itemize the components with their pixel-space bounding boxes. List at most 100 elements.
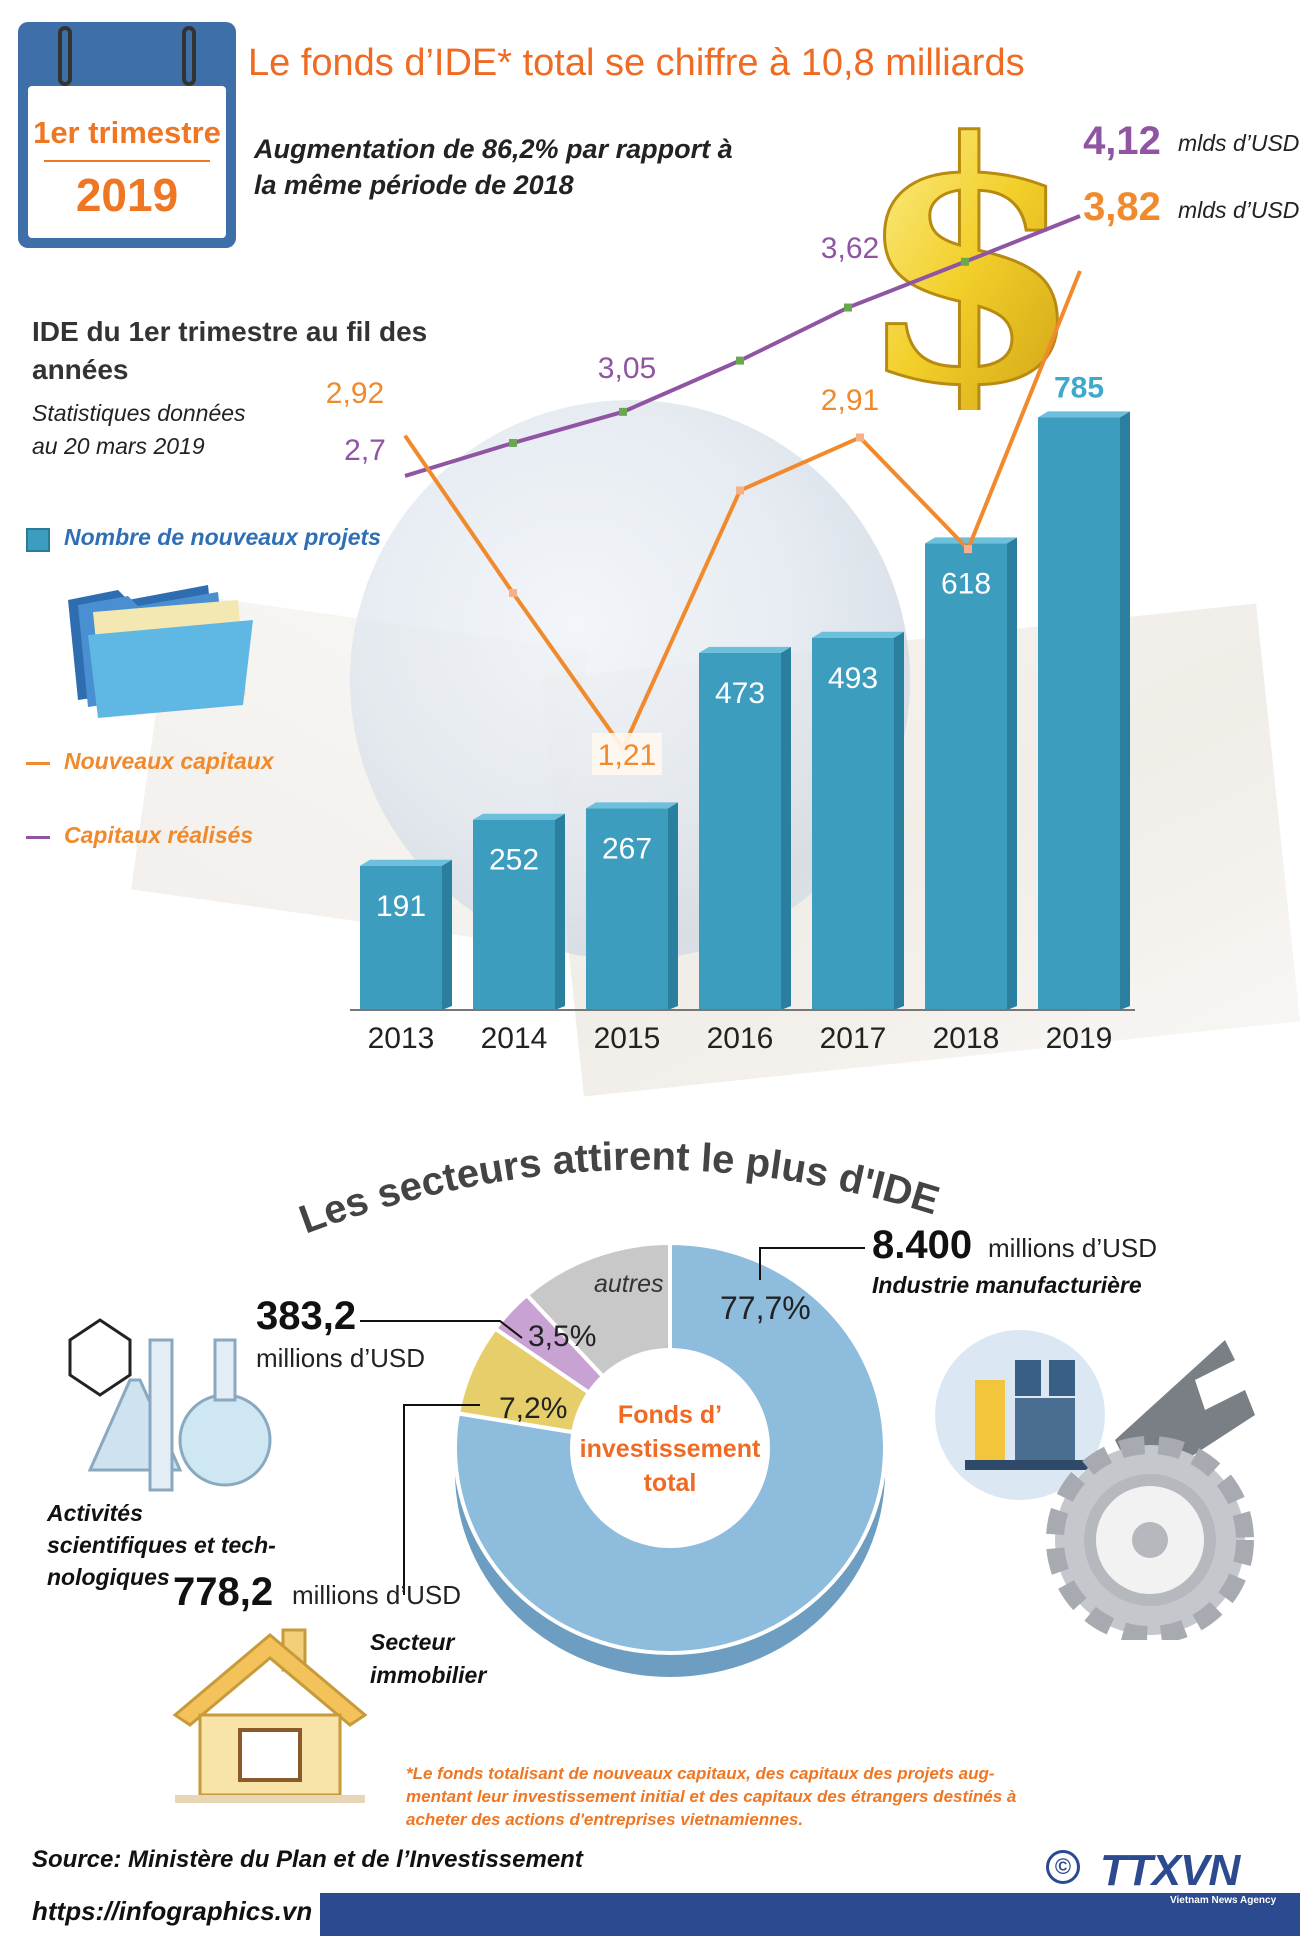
realized-capital-marker <box>509 438 517 447</box>
donut-center-line1: Fonds d’ <box>617 1401 723 1429</box>
bar-body <box>925 543 1007 1010</box>
stats-note-line2: au 20 mars 2019 <box>32 433 205 459</box>
legend-orange-line <box>26 762 50 765</box>
bar-side <box>781 646 791 1010</box>
new-capital-label-bg <box>592 733 662 775</box>
bar-body <box>473 819 555 1010</box>
donut-center-label: Fonds d’ investissement total <box>560 1398 780 1500</box>
bar-side <box>442 859 452 1010</box>
folders-icon <box>68 585 253 718</box>
donut-slice-0 <box>453 1240 887 1655</box>
bar-body <box>1038 417 1120 1010</box>
section-heading-line1: IDE du 1er trimestre au fil des <box>32 316 428 347</box>
ttxvn-logo: TTXVN <box>1100 1846 1240 1895</box>
copyright-icon: © <box>1046 1850 1080 1884</box>
real-estate-unit: millions d’USD <box>292 1580 462 1610</box>
legend-projects: Nombre de nouveaux projets <box>64 524 381 550</box>
science-name-line2: scientifiques et tech- <box>47 1532 276 1558</box>
bar-top <box>812 631 904 638</box>
new-capital-marker <box>964 545 972 554</box>
bar-top <box>699 646 791 653</box>
lab-flasks-icon <box>68 1318 272 1492</box>
realized-capital-line <box>404 214 1081 478</box>
footnote: *Le fonds totalisant de nouveaux capitau… <box>406 1762 1036 1831</box>
bar-2018: 618 <box>925 537 1017 1010</box>
bar-value-label: 252 <box>489 844 539 877</box>
calendar-paper <box>28 86 226 238</box>
bar-value-label: 493 <box>828 662 878 695</box>
footnote-line1: *Le fonds totalisant de nouveaux capitau… <box>406 1764 995 1783</box>
realized-capital-value-label: 3,62 <box>821 232 879 265</box>
realized-capital-marker <box>961 257 969 266</box>
bar-side <box>668 802 678 1010</box>
subtitle-line1: Augmentation de 86,2% par rapport à <box>254 134 733 164</box>
real-estate-name-line1: Secteur <box>370 1629 455 1655</box>
leader-lines <box>360 1247 865 1595</box>
real-estate-name: Secteur immobilier <box>370 1626 486 1692</box>
website-link[interactable]: https://infographics.vn <box>32 1896 313 1926</box>
bar-2015: 267 <box>586 802 678 1010</box>
section-heading-line2: années <box>32 354 129 385</box>
bars-layer: 191 252 267 473 493 618 785 <box>360 371 1130 1010</box>
slice-label-others: autres <box>594 1270 664 1298</box>
calendar-separator <box>44 160 210 162</box>
page-title: Le fonds d’IDE* total se chiffre à 10,8 … <box>248 42 1025 84</box>
science-name: Activités scientifiques et tech- nologiq… <box>47 1497 276 1593</box>
realized-capital-value-label: 2,7 <box>344 434 386 467</box>
realized-capital-marker <box>736 356 744 365</box>
calendar-ring-left <box>58 26 72 86</box>
bar-top <box>586 802 678 809</box>
footnote-line3: acheter des actions d'entreprises vietna… <box>406 1810 804 1829</box>
legend-purple-line <box>26 836 50 839</box>
bar-value-label: 473 <box>715 677 765 710</box>
bar-2019: 785 <box>1038 371 1130 1010</box>
science-name-line1: Activités <box>47 1500 143 1526</box>
bar-side <box>555 813 565 1010</box>
bar-value-label: 618 <box>941 567 991 600</box>
slice-label-science: 3,5% <box>528 1320 597 1353</box>
bar-body <box>586 808 668 1010</box>
calendar-badge: 1er trimestre 2019 <box>18 22 236 248</box>
stats-note-line1: Statistiques données <box>32 400 246 426</box>
x-tick-2017: 2017 <box>820 1022 887 1055</box>
house-icon <box>172 1628 368 1803</box>
bar-top <box>360 859 452 866</box>
lines-layer <box>403 214 1082 753</box>
x-tick-2016: 2016 <box>707 1022 774 1055</box>
logo-subtitle: Vietnam News Agency <box>1170 1895 1277 1906</box>
bar-2014: 252 <box>473 813 565 1010</box>
x-tick-2018: 2018 <box>933 1022 1000 1055</box>
new-capital-unit: mlds d’USD <box>1178 197 1300 223</box>
legend-new-capital: Nouveaux capitaux <box>64 748 274 774</box>
new-capital-marker <box>509 589 517 598</box>
url-box <box>0 1888 320 1936</box>
bar-side <box>894 631 904 1010</box>
new-capital-marker <box>736 486 744 495</box>
realized-capital-marker <box>619 407 627 416</box>
x-tick-2019: 2019 <box>1046 1022 1113 1055</box>
manufacturing-amount: 8.400 <box>872 1223 973 1267</box>
legend-realized-capital: Capitaux réalisés <box>64 822 254 848</box>
science-amount: 383,2 <box>256 1294 357 1338</box>
x-tick-2014: 2014 <box>481 1022 548 1055</box>
new-capital-value-label: 1,21 <box>598 739 656 772</box>
new-capital-value-label: 3,82 <box>1083 185 1161 229</box>
bar-2016: 473 <box>699 646 791 1010</box>
x-tick-2013: 2013 <box>368 1022 435 1055</box>
source-text: Source: Ministère du Plan et de l’Invest… <box>32 1846 583 1873</box>
realized-unit: mlds d’USD <box>1178 130 1300 156</box>
bar-2013: 191 <box>360 859 452 1010</box>
donut-hole <box>570 1348 770 1548</box>
new-capital-value-label: 2,92 <box>326 377 384 410</box>
footnote-line2: mentant leur investissement initial et d… <box>406 1787 1017 1806</box>
bar-body <box>699 652 781 1010</box>
donut-center-line3: total <box>643 1469 697 1497</box>
line-value-labels: 2,92 1,21 2,91 3,82 2,7 3,05 3,62 4,12 <box>326 119 1161 775</box>
science-name-line3: nologiques <box>47 1564 170 1590</box>
bar-top <box>473 813 565 820</box>
realized-capital-marker <box>844 303 852 312</box>
realized-capital-value-label: 3,05 <box>598 352 656 385</box>
bar-value-label: 191 <box>376 890 426 923</box>
x-tick-labels: 2013 2014 2015 2016 2017 2018 2019 <box>368 1022 1113 1055</box>
